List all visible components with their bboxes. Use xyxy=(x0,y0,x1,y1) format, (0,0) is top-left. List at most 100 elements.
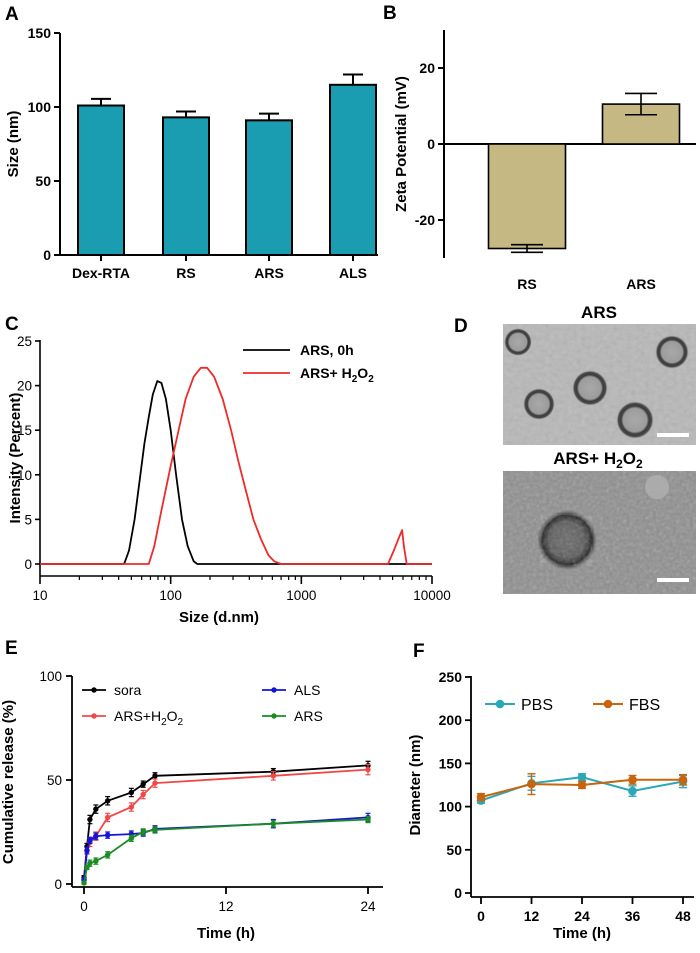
y-tick-label: 0 xyxy=(427,136,435,152)
data-point xyxy=(81,880,87,886)
data-point xyxy=(270,773,277,779)
data-point xyxy=(365,816,371,823)
tem-bottom-title: ARS+ H2O2 xyxy=(553,449,643,471)
bar xyxy=(487,143,567,250)
legend-label: ARS xyxy=(294,708,323,724)
data-point xyxy=(365,766,371,773)
legend-marker xyxy=(495,699,505,709)
y-tick-label: 5 xyxy=(24,512,32,527)
data-point xyxy=(87,816,93,823)
panel-letter-f: F xyxy=(413,641,425,662)
tem-image-ars xyxy=(503,324,696,445)
tem-image-ars-h2o2 xyxy=(503,471,696,594)
panel-letter-c: C xyxy=(5,314,19,335)
legend-marker xyxy=(91,713,97,719)
x-tick-label: Dex-RTA xyxy=(72,265,130,281)
data-point xyxy=(476,792,486,802)
data-point xyxy=(678,775,688,785)
panel-letter-a: A xyxy=(5,4,19,25)
data-point xyxy=(577,772,587,782)
y-axis-title: Zeta Potential (mV) xyxy=(393,76,410,212)
y-tick-label: 150 xyxy=(28,25,52,41)
y-tick-label: 50 xyxy=(446,842,462,858)
nanoparticle xyxy=(616,401,654,439)
nanoparticle xyxy=(504,328,532,356)
data-point xyxy=(104,852,111,858)
tem-top-title: ARS xyxy=(581,303,617,322)
series-line xyxy=(83,768,369,880)
data-point xyxy=(527,779,536,789)
x-tick-label: 36 xyxy=(625,908,641,924)
x-tick-label: 0 xyxy=(80,899,88,914)
y-tick-label: 100 xyxy=(439,799,463,815)
data-point xyxy=(93,833,99,839)
data-point xyxy=(152,773,158,779)
y-axis-title: Size (nm) xyxy=(5,111,22,178)
y-tick-label: 50 xyxy=(35,173,51,189)
y-tick-label: 0 xyxy=(454,885,462,901)
x-tick-label: ARS xyxy=(254,265,284,281)
legend-marker xyxy=(271,713,277,719)
series-line xyxy=(40,380,432,565)
x-tick-label: 10 xyxy=(32,588,47,603)
x-tick-label: 100 xyxy=(159,588,182,603)
data-point xyxy=(87,860,93,866)
x-tick-label: 0 xyxy=(477,908,485,924)
y-axis-title: Diameter (nm) xyxy=(407,735,424,836)
y-tick-label: 25 xyxy=(17,334,32,349)
panel-letter-b: B xyxy=(383,3,397,24)
nanoparticle xyxy=(655,335,689,369)
x-tick-label: 48 xyxy=(675,908,691,924)
data-point xyxy=(628,786,637,796)
bar xyxy=(329,83,377,256)
data-point xyxy=(152,827,158,833)
legend-label: FBS xyxy=(629,697,660,714)
data-point xyxy=(128,804,135,810)
series-line xyxy=(83,764,369,878)
data-point xyxy=(93,858,99,864)
y-tick-label: 0 xyxy=(54,877,62,892)
data-point xyxy=(140,781,146,787)
y-axis-title: Cumulative release (%) xyxy=(0,700,17,864)
y-tick-label: 150 xyxy=(439,755,463,771)
legend-label: ARS+H2O2 xyxy=(114,708,184,728)
x-tick-label: ARS xyxy=(626,276,656,292)
panel-c-line-chart: 0 5 10 15 20 25 10 100 1000 10000 ARS, 0h ARS+ H2O2… xyxy=(7,334,451,626)
data-point xyxy=(128,789,135,796)
scale-bar xyxy=(657,433,689,437)
data-point xyxy=(152,780,158,786)
data-point xyxy=(140,829,146,835)
x-tick-label: RS xyxy=(517,276,536,292)
data-point xyxy=(104,814,111,821)
y-tick-label: -20 xyxy=(415,212,435,228)
y-tick-label: 50 xyxy=(47,773,62,788)
x-tick-label: 10000 xyxy=(413,588,451,603)
y-tick-label: 100 xyxy=(28,99,52,115)
series-line xyxy=(40,366,432,565)
panel-letter-d: D xyxy=(454,316,468,337)
bar xyxy=(162,116,210,256)
nanoparticle xyxy=(572,370,608,406)
x-tick-label: 12 xyxy=(524,908,540,924)
scale-bar xyxy=(657,578,689,582)
y-tick-label: 0 xyxy=(24,557,32,572)
legend-label: ALS xyxy=(294,682,320,698)
panel-b-bar-chart: -20 0 20 RS ARS Zeta Potential (mV) xyxy=(393,30,696,292)
data-point xyxy=(140,791,146,798)
data-point xyxy=(93,806,99,812)
legend-label: sora xyxy=(114,682,141,698)
x-tick-label: ALS xyxy=(339,265,367,281)
y-tick-label: 10 xyxy=(17,468,32,483)
panel-a-bar-chart: 0 50 100 150 Dex-RTA RS ARS ALS Size (nm) xyxy=(5,25,378,281)
data-point xyxy=(270,820,277,827)
y-tick-label: 15 xyxy=(17,423,32,438)
x-tick-label: 1000 xyxy=(286,588,316,603)
x-axis-title: Time (h) xyxy=(197,925,255,942)
legend-label: PBS xyxy=(521,697,553,714)
bar xyxy=(77,104,125,256)
legend-marker xyxy=(91,687,97,693)
y-tick-label: 200 xyxy=(439,712,463,728)
y-tick-label: 100 xyxy=(39,669,62,684)
x-tick-label: 24 xyxy=(574,908,590,924)
data-point xyxy=(104,832,111,838)
